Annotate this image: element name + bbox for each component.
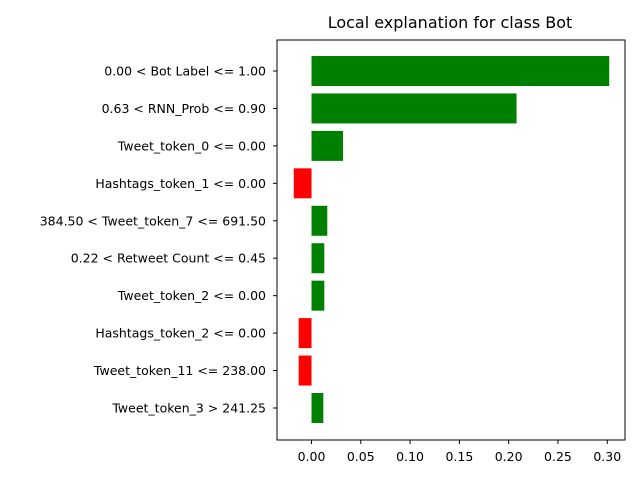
x-tick-label: 0.10	[396, 449, 424, 464]
x-tick-label: 0.15	[445, 449, 473, 464]
bars-layer	[293, 56, 610, 423]
y-tick-label: Tweet_token_3 > 241.25	[111, 401, 266, 416]
bar-9	[311, 393, 324, 423]
y-tick-label: Hashtags_token_1 <= 0.00	[95, 176, 266, 191]
bar-6	[311, 280, 325, 311]
y-tick-label: Tweet_token_0 <= 0.00	[117, 138, 266, 153]
chart-title: Local explanation for class Bot	[328, 13, 573, 32]
y-tick-label: 0.22 < Retweet Count <= 0.45	[71, 251, 266, 266]
x-tick-label: 0.20	[495, 449, 523, 464]
axes-frame	[276, 39, 626, 441]
x-tick-label: 0.00	[298, 449, 326, 464]
bar-4	[311, 205, 328, 236]
bar-5	[311, 243, 325, 274]
y-tick-labels: 0.00 < Bot Label <= 1.00 0.63 < RNN_Prob …	[40, 64, 277, 416]
x-ticks: 0.00 0.05 0.10 0.15 0.20 0.25 0.30	[298, 440, 621, 464]
y-tick-label: 384.50 < Tweet_token_7 <= 691.50	[40, 213, 266, 228]
bar-3	[293, 168, 312, 199]
bar-2	[311, 130, 344, 161]
x-tick-label: 0.05	[347, 449, 375, 464]
y-tick-label: Tweet_token_11 <= 238.00	[93, 363, 266, 378]
bar-8	[298, 355, 312, 386]
bar-7	[298, 318, 312, 349]
y-tick-label: Hashtags_token_2 <= 0.00	[95, 326, 266, 341]
x-tick-label: 0.25	[544, 449, 572, 464]
y-tick-label: 0.00 < Bot Label <= 1.00	[104, 64, 266, 79]
x-tick-label: 0.30	[593, 449, 621, 464]
y-tick-label: 0.63 < RNN_Prob <= 0.90	[102, 101, 266, 116]
bar-0	[311, 56, 610, 86]
bar-1	[311, 93, 517, 124]
y-tick-label: Tweet_token_2 <= 0.00	[117, 288, 266, 303]
